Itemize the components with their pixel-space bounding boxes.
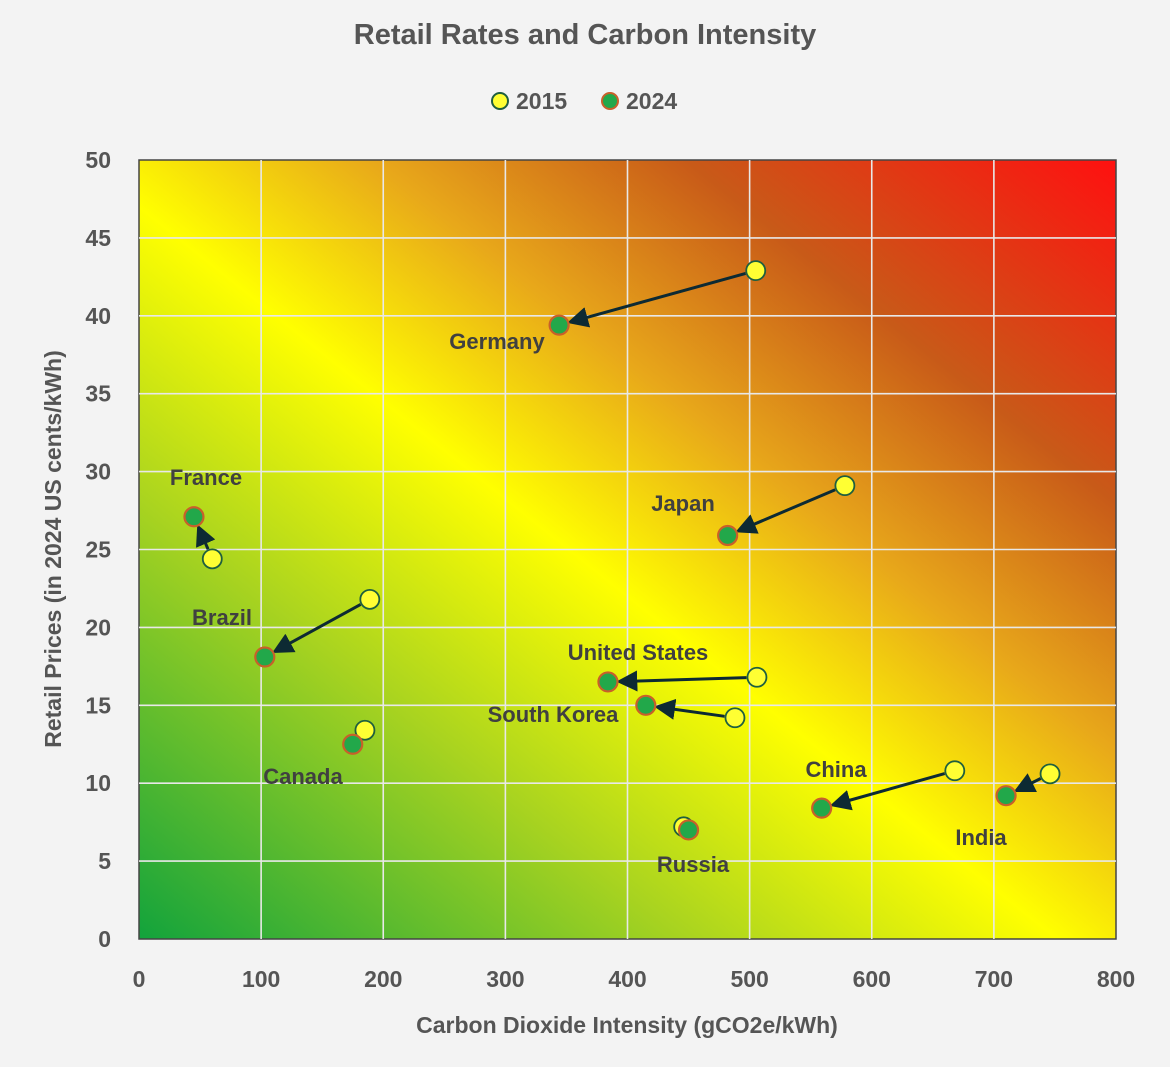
point-2024-russia xyxy=(677,819,700,841)
country-label-russia: Russia xyxy=(657,852,730,877)
y-tick-label: 45 xyxy=(85,225,111,251)
legend: 2015 2024 xyxy=(491,88,677,114)
country-labels: Germany France Japan Brazil United State… xyxy=(170,329,1008,877)
x-tick-label: 500 xyxy=(730,966,768,992)
arrow-south-korea xyxy=(654,698,725,720)
country-label-japan: Japan xyxy=(651,491,715,516)
gridlines xyxy=(139,160,1116,939)
legend-marker-2024 xyxy=(601,92,619,110)
arrow-germany xyxy=(567,271,747,328)
x-tick-labels: 0 100 200 300 400 500 600 700 800 xyxy=(133,966,1136,992)
point-2024-china xyxy=(811,797,833,819)
point-2024-japan xyxy=(717,524,739,547)
x-tick-label: 200 xyxy=(364,966,402,992)
x-tick-label: 600 xyxy=(853,966,891,992)
y-tick-label: 40 xyxy=(85,303,111,329)
legend-marker-2015 xyxy=(491,92,509,110)
point-2024-brazil xyxy=(254,646,276,668)
point-2015-japan xyxy=(834,475,856,497)
country-label-germany: Germany xyxy=(449,329,545,354)
legend-label-2024: 2024 xyxy=(626,88,677,114)
y-tick-label: 10 xyxy=(85,770,111,796)
x-tick-label: 100 xyxy=(242,966,280,992)
point-2015-united-states xyxy=(746,666,768,688)
x-tick-label: 700 xyxy=(975,966,1013,992)
y-tick-label: 50 xyxy=(85,147,111,173)
country-label-south-korea: South Korea xyxy=(488,702,620,727)
x-tick-label: 400 xyxy=(608,966,646,992)
point-2024-south-korea xyxy=(635,694,657,716)
y-tick-label: 20 xyxy=(85,614,111,640)
point-2015-germany xyxy=(745,260,767,282)
arrow-brazil xyxy=(272,603,362,654)
y-tick-label: 35 xyxy=(85,381,111,407)
y-tick-label: 30 xyxy=(85,459,111,485)
arrow-united-states xyxy=(616,670,747,692)
y-tick-labels: 0 5 10 15 20 25 30 35 40 45 50 xyxy=(85,147,111,952)
arrow-japan xyxy=(735,488,836,534)
country-label-canada: Canada xyxy=(263,764,343,789)
point-2024-united-states xyxy=(597,671,619,693)
x-tick-label: 800 xyxy=(1097,966,1135,992)
arrow-china xyxy=(829,772,946,811)
point-2015-india xyxy=(1039,763,1061,785)
point-2024-germany xyxy=(548,314,570,336)
arrow-india xyxy=(1013,773,1042,793)
point-2024-france xyxy=(183,506,205,528)
x-tick-label: 0 xyxy=(133,966,146,992)
country-label-france: France xyxy=(170,465,242,490)
x-axis-title: Carbon Dioxide Intensity (gCO2e/kWh) xyxy=(416,1012,838,1038)
y-tick-label: 0 xyxy=(98,926,111,952)
arrows xyxy=(196,271,1042,811)
y-tick-label: 15 xyxy=(85,692,111,718)
y-tick-label: 25 xyxy=(85,537,111,563)
legend-label-2015: 2015 xyxy=(516,88,567,114)
y-axis-title: Retail Prices (in 2024 US cents/kWh) xyxy=(40,350,66,748)
point-2015-south-korea xyxy=(724,707,746,729)
country-label-brazil: Brazil xyxy=(192,605,252,630)
point-2015-china xyxy=(944,760,966,782)
country-label-china: China xyxy=(805,757,867,782)
point-2024-canada xyxy=(342,733,364,755)
chart-title: Retail Rates and Carbon Intensity xyxy=(354,19,817,51)
y-tick-label: 5 xyxy=(98,848,111,874)
point-2024-india xyxy=(995,785,1017,807)
arrow-france xyxy=(196,524,216,550)
data-points xyxy=(183,260,1061,841)
point-2015-canada xyxy=(354,719,376,741)
x-tick-label: 300 xyxy=(486,966,524,992)
point-2015-france xyxy=(201,548,223,570)
point-2015-brazil xyxy=(359,588,381,610)
country-label-india: India xyxy=(955,825,1007,850)
country-label-united-states: United States xyxy=(568,640,709,665)
